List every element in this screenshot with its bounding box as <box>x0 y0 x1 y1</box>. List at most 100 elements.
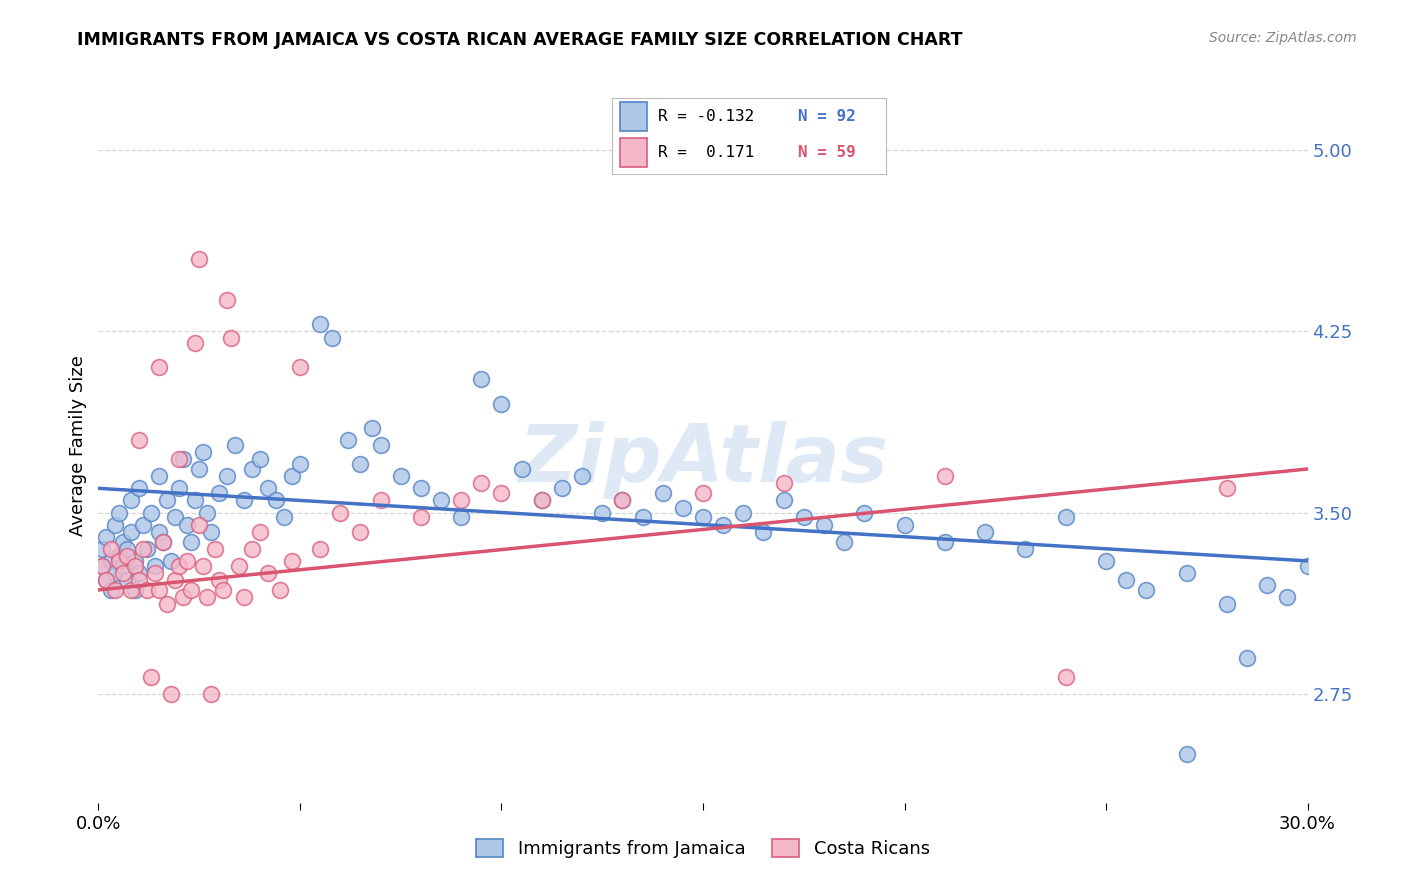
Point <box>530 493 553 508</box>
Text: N = 92: N = 92 <box>799 109 856 124</box>
Legend: Immigrants from Jamaica, Costa Ricans: Immigrants from Jamaica, Costa Ricans <box>468 831 938 865</box>
Point <box>148 524 170 539</box>
Y-axis label: Average Family Size: Average Family Size <box>69 356 87 536</box>
Point <box>612 493 634 508</box>
Point <box>337 433 360 447</box>
Point <box>934 534 956 549</box>
Point <box>612 493 634 508</box>
Point <box>103 566 125 580</box>
Point <box>172 452 194 467</box>
Point <box>249 524 271 539</box>
Point <box>188 462 211 476</box>
Point <box>180 534 202 549</box>
Point <box>264 493 287 508</box>
Point <box>853 506 876 520</box>
Point <box>188 517 211 532</box>
Point <box>172 590 194 604</box>
Point <box>148 360 170 375</box>
Point <box>772 476 794 491</box>
Point <box>530 493 553 508</box>
Point <box>389 469 412 483</box>
Point <box>1277 590 1299 604</box>
Point <box>148 582 170 597</box>
Point <box>224 438 246 452</box>
Point <box>281 469 304 483</box>
Point <box>256 481 278 495</box>
Point <box>160 554 183 568</box>
Point <box>631 510 654 524</box>
Point <box>1054 670 1077 684</box>
Point <box>551 481 574 495</box>
Point <box>128 433 150 447</box>
Point <box>1135 582 1157 597</box>
Point <box>813 517 835 532</box>
Text: Source: ZipAtlas.com: Source: ZipAtlas.com <box>1209 31 1357 45</box>
Point <box>107 506 129 520</box>
Point <box>156 493 179 508</box>
Point <box>124 558 146 573</box>
Point <box>1115 574 1137 588</box>
Point <box>430 493 453 508</box>
Point <box>96 574 118 588</box>
Point <box>752 524 775 539</box>
Point <box>200 687 222 701</box>
Point <box>167 558 190 573</box>
Point <box>240 462 263 476</box>
Point <box>491 486 513 500</box>
Point <box>124 582 146 597</box>
Point <box>91 558 114 573</box>
Point <box>115 541 138 556</box>
Point <box>200 524 222 539</box>
Point <box>120 524 142 539</box>
Point <box>273 510 295 524</box>
Point <box>309 541 332 556</box>
Point <box>1236 650 1258 665</box>
Text: ZipAtlas: ZipAtlas <box>517 421 889 500</box>
Point <box>832 534 855 549</box>
Point <box>176 554 198 568</box>
Point <box>934 469 956 483</box>
Point <box>184 336 207 351</box>
Point <box>370 493 392 508</box>
Point <box>193 558 215 573</box>
Bar <box>620 138 647 167</box>
Point <box>281 554 304 568</box>
Point <box>1296 558 1319 573</box>
Point <box>152 534 174 549</box>
Point <box>1095 554 1118 568</box>
Point <box>103 517 125 532</box>
Point <box>1054 510 1077 524</box>
Point <box>111 558 134 573</box>
Point <box>1014 541 1036 556</box>
Point <box>571 469 593 483</box>
Point <box>128 481 150 495</box>
Point <box>120 582 142 597</box>
Point <box>321 331 343 345</box>
Point <box>672 500 695 515</box>
Point <box>115 549 138 563</box>
Point <box>249 452 271 467</box>
Point <box>160 687 183 701</box>
Point <box>651 486 673 500</box>
Point <box>221 331 243 345</box>
Point <box>107 554 129 568</box>
Point <box>135 541 157 556</box>
Point <box>163 574 186 588</box>
Point <box>111 534 134 549</box>
Point <box>470 372 492 386</box>
Point <box>692 510 714 524</box>
Point <box>167 481 190 495</box>
Point <box>228 558 250 573</box>
Point <box>176 517 198 532</box>
Point <box>232 493 254 508</box>
Point <box>491 397 513 411</box>
Point <box>143 558 166 573</box>
Point <box>288 360 311 375</box>
Point <box>184 493 207 508</box>
Point <box>115 574 138 588</box>
Point <box>256 566 278 580</box>
Point <box>349 524 371 539</box>
Point <box>193 445 215 459</box>
Point <box>96 530 118 544</box>
Text: R = -0.132: R = -0.132 <box>658 109 755 124</box>
